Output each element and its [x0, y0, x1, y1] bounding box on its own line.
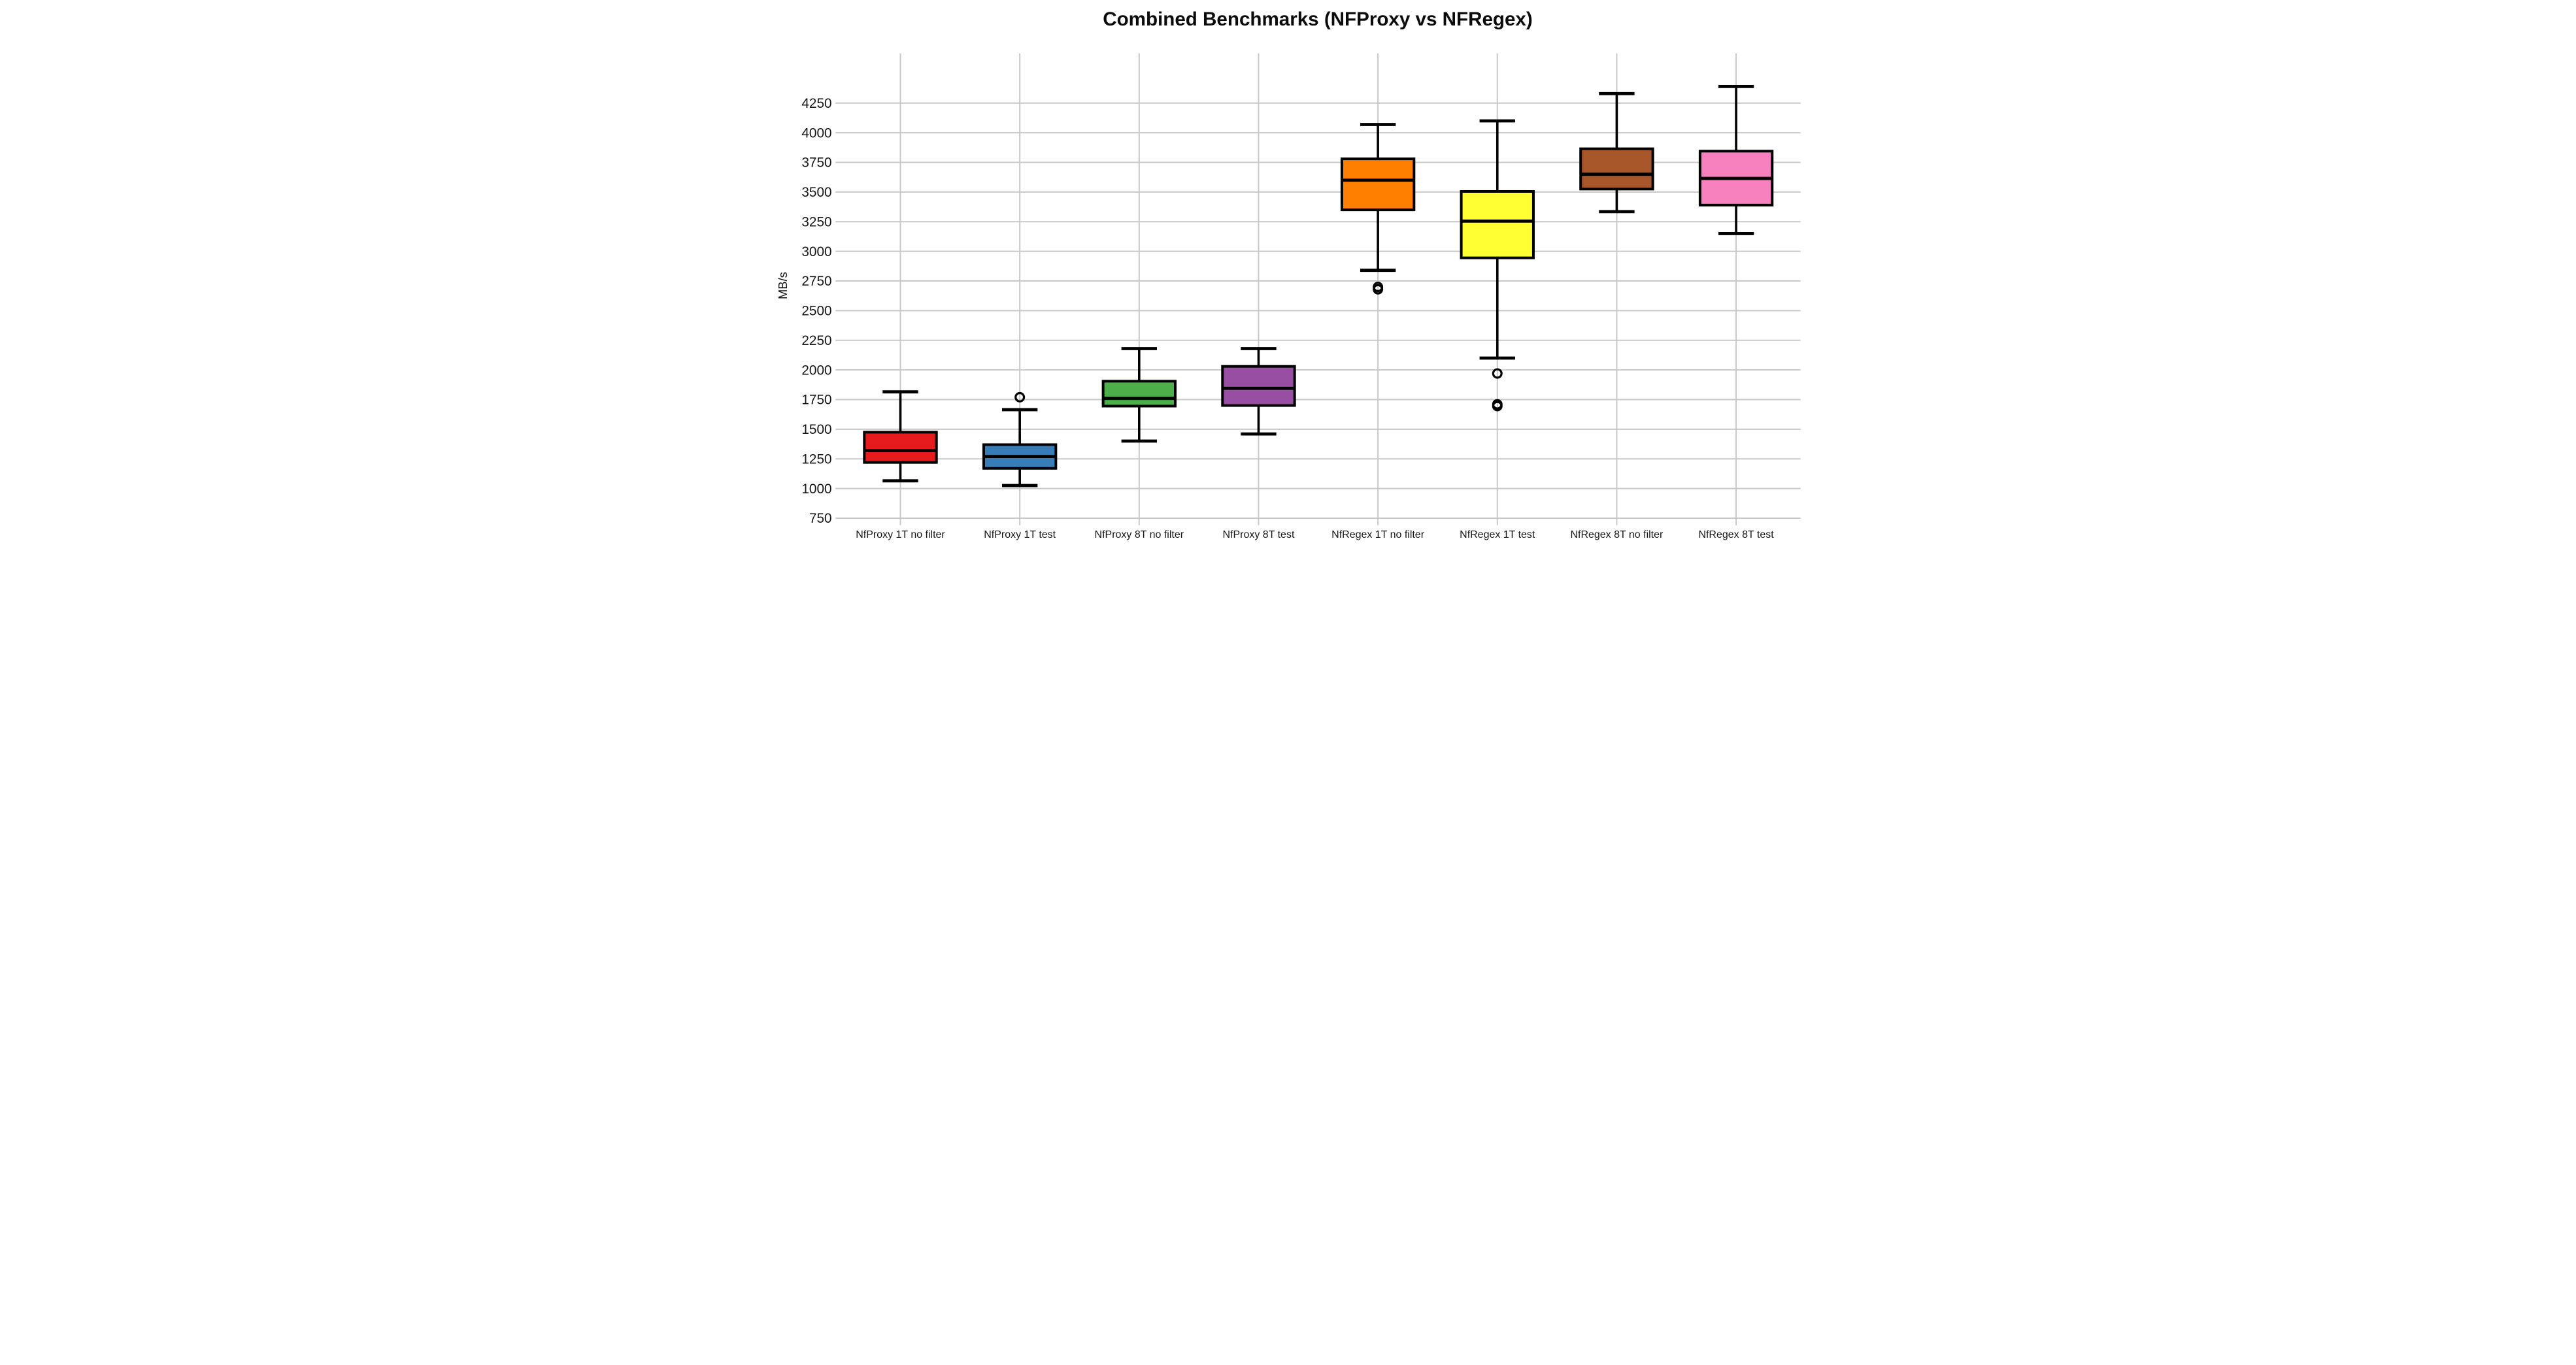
- y-tick-label-2750: 2750: [801, 274, 831, 289]
- x-label-nfregex-8t-test: NfRegex 8T test: [1698, 529, 1774, 540]
- iqr-box: [1101, 380, 1177, 408]
- y-axis-label: MB/s: [775, 272, 789, 299]
- iqr-box: [1579, 147, 1654, 191]
- y-tick-label-1500: 1500: [801, 422, 831, 437]
- chart-container: Combined Benchmarks (NFProxy vs NFRegex)…: [773, 0, 1803, 546]
- y-tick-label-3000: 3000: [801, 244, 831, 259]
- iqr-box: [1460, 190, 1535, 259]
- y-tick-label-1250: 1250: [801, 452, 831, 467]
- x-label-nfproxy-1t-no-filter: NfProxy 1T no filter: [856, 529, 945, 540]
- box-nfproxy-1t-no-filter: [862, 390, 938, 483]
- y-tick-label-3250: 3250: [801, 214, 831, 229]
- outlier-point: [1372, 284, 1383, 295]
- box-nfregex-8t-test: [1698, 84, 1773, 235]
- y-tick-label-2250: 2250: [801, 333, 831, 348]
- x-label-nfregex-1t-no-filter: NfRegex 1T no filter: [1331, 529, 1425, 540]
- box-nfproxy-8t-no-filter: [1101, 347, 1177, 443]
- y-tick-label-2000: 2000: [801, 363, 831, 378]
- box-nfregex-1t-test: [1460, 119, 1535, 412]
- box-nfregex-1t-no-filter: [1340, 123, 1415, 295]
- outlier-point: [1492, 401, 1503, 412]
- y-tick-label-750: 750: [809, 511, 831, 526]
- x-label-nfproxy-8t-test: NfProxy 8T test: [1222, 529, 1294, 540]
- y-tick-label-1750: 1750: [801, 393, 831, 408]
- iqr-box: [1340, 157, 1415, 212]
- box-nfregex-8t-no-filter: [1579, 91, 1654, 214]
- y-tick-label-3500: 3500: [801, 185, 831, 200]
- chart-background: [773, 0, 1803, 546]
- box-nfproxy-8t-test: [1220, 347, 1296, 436]
- y-tick-label-2500: 2500: [801, 304, 831, 319]
- chart-title: Combined Benchmarks (NFProxy vs NFRegex): [1103, 8, 1532, 30]
- y-tick-label-4250: 4250: [801, 96, 831, 111]
- y-tick-label-4000: 4000: [801, 125, 831, 140]
- outlier-point: [1014, 391, 1025, 403]
- iqr-box: [862, 431, 938, 464]
- x-label-nfproxy-8t-no-filter: NfProxy 8T no filter: [1094, 529, 1184, 540]
- y-tick-label-3750: 3750: [801, 156, 831, 171]
- x-label-nfregex-8t-no-filter: NfRegex 8T no filter: [1570, 529, 1664, 540]
- axis-tick-labels: 750 1000 1250 1500 1750 2000 2250 2500 2750 3000 3…: [801, 96, 1774, 540]
- x-label-nfproxy-1t-test: NfProxy 1T test: [984, 529, 1056, 540]
- x-label-nfregex-1t-test: NfRegex 1T test: [1460, 529, 1535, 540]
- box-nfproxy-1t-test: [982, 391, 1057, 487]
- y-tick-label-1000: 1000: [801, 482, 831, 497]
- box-series: [862, 84, 1773, 487]
- outlier-point: [1492, 368, 1503, 379]
- boxplot-svg: Combined Benchmarks (NFProxy vs NFRegex)…: [773, 0, 1803, 546]
- iqr-box: [1220, 365, 1296, 407]
